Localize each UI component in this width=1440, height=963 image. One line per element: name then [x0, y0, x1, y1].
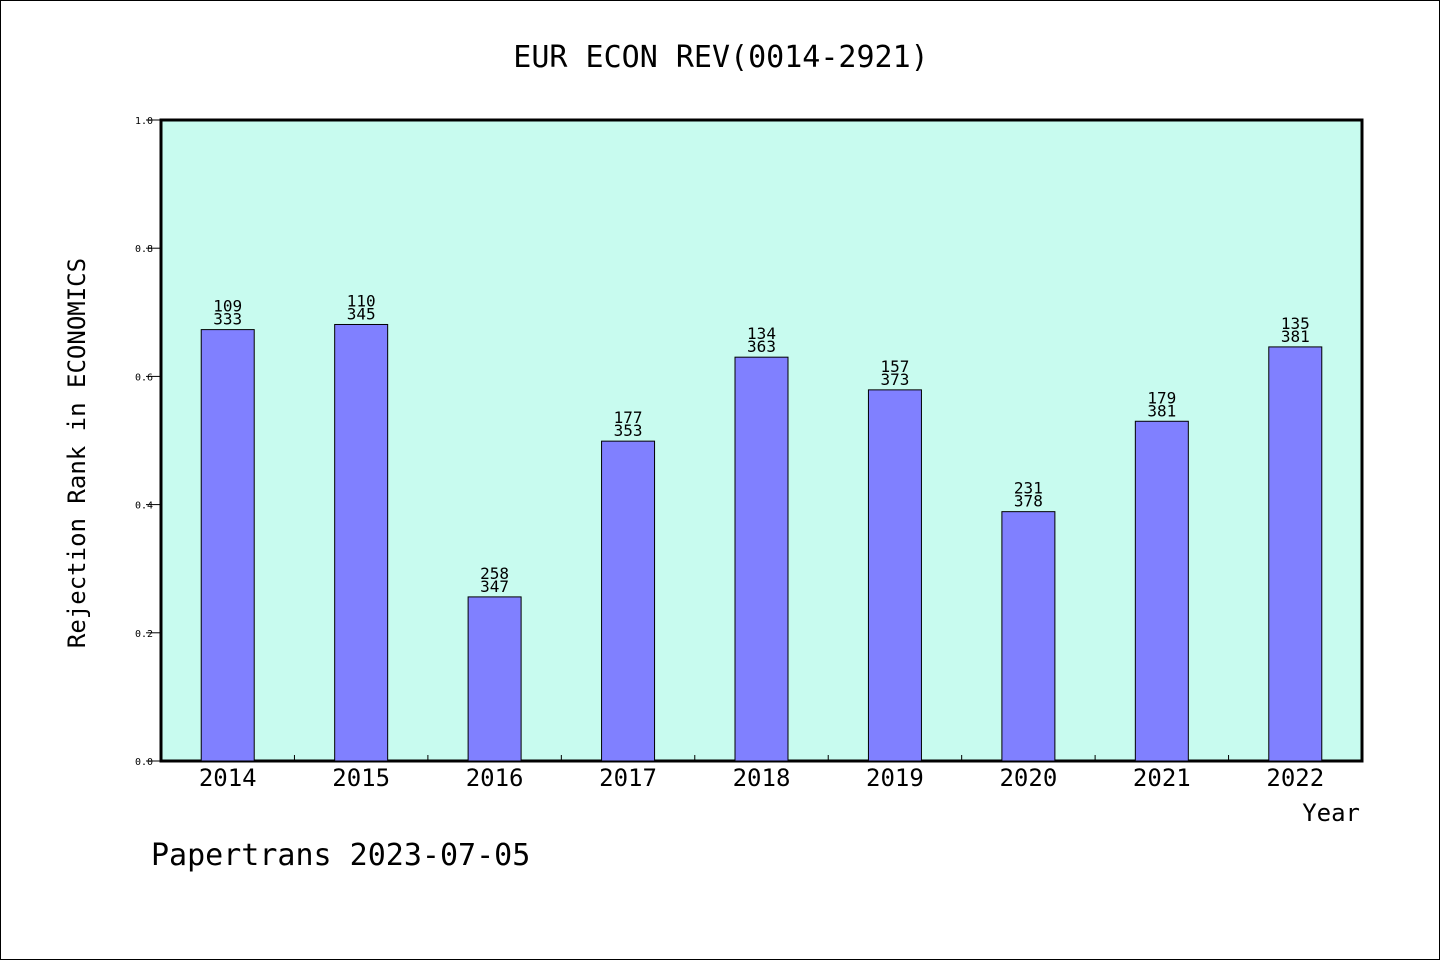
bar-total-label: 378: [1014, 492, 1043, 511]
x-tick-label: 2019: [866, 764, 924, 792]
bar: [334, 323, 389, 762]
bar: [734, 356, 789, 762]
bar-total-label: 363: [747, 337, 776, 356]
bar-total-label: 373: [880, 370, 909, 389]
bar-rank-label: 157: [880, 357, 909, 376]
x-tick-label: 2016: [466, 764, 524, 792]
x-tick-label: 2017: [599, 764, 657, 792]
x-axis-title: Year: [1302, 799, 1360, 827]
bar-rank-label: 110: [347, 291, 376, 310]
bar: [1134, 420, 1189, 762]
x-axis: 2014 2015 2016 2017 2018 2019 2020 2021 2022: [199, 755, 1324, 792]
bar-total-label: 333: [213, 310, 242, 329]
bar: [1001, 511, 1056, 762]
x-tick-label: 2022: [1266, 764, 1324, 792]
bars-group: 1093331103452583471773531343631573732313…: [200, 291, 1323, 762]
bar: [601, 440, 656, 762]
bar-total-label: 345: [347, 304, 376, 323]
y-tick-label: 1.0: [135, 116, 153, 127]
x-tick-label: 2021: [1133, 764, 1191, 792]
y-axis: 0.0 0.2 0.4 0.6 0.8 1.0: [135, 116, 161, 768]
y-tick-label: 0.4: [135, 501, 153, 512]
bar-total-label: 381: [1281, 327, 1310, 346]
bar-rank-label: 109: [213, 297, 242, 316]
bar-rank-label: 231: [1014, 479, 1043, 498]
x-tick-label: 2020: [999, 764, 1057, 792]
y-tick-label: 0.6: [135, 372, 153, 383]
x-tick-label: 2015: [332, 764, 390, 792]
bar: [200, 329, 255, 762]
bar: [1268, 346, 1323, 762]
bar-rank-label: 179: [1147, 388, 1176, 407]
bar-total-label: 353: [614, 421, 643, 440]
y-tick-label: 0.8: [135, 244, 153, 255]
x-tick-label: 2014: [199, 764, 257, 792]
bar-rank-label: 177: [614, 408, 643, 427]
bar: [867, 389, 922, 762]
y-axis-title: Rejection Rank in ECONOMICS: [63, 258, 91, 648]
bar-rank-label: 258: [480, 564, 509, 583]
bar: [467, 596, 522, 762]
chart-title: EUR ECON REV(0014-2921): [513, 40, 928, 75]
bar-rank-label: 134: [747, 324, 776, 343]
bar-rank-label: 135: [1281, 314, 1310, 333]
footer-credit: Papertrans 2023-07-05: [151, 838, 530, 873]
y-tick-label: 0.0: [135, 757, 153, 768]
y-tick-label: 0.2: [135, 629, 153, 640]
bar-total-label: 381: [1147, 401, 1176, 420]
bar-total-label: 347: [480, 577, 509, 596]
x-tick-label: 2018: [733, 764, 791, 792]
